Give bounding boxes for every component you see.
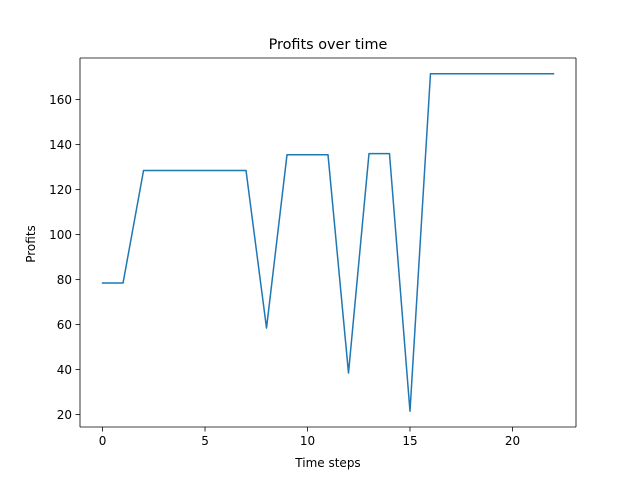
- plot-area: [101, 73, 555, 412]
- y-tick-label: 40: [57, 363, 72, 377]
- y-tick-label: 100: [49, 228, 72, 242]
- series-line-0: [101, 73, 555, 412]
- y-tick-label: 80: [57, 273, 72, 287]
- x-axis-label: Time steps: [294, 456, 360, 470]
- y-tick-label: 120: [49, 183, 72, 197]
- y-tick-label: 20: [57, 408, 72, 422]
- x-tick-label: 10: [300, 434, 315, 448]
- y-tick-label: 140: [49, 138, 72, 152]
- axes: 0 5 10 15 20 20 40 60 80 100 120 140 160: [49, 57, 577, 448]
- y-tick-label: 60: [57, 318, 72, 332]
- x-tick-label: 20: [505, 434, 520, 448]
- x-tick-label: 5: [201, 434, 209, 448]
- y-axis-label: Profits: [24, 225, 38, 263]
- x-tick-label: 15: [402, 434, 417, 448]
- x-tick-label: 0: [99, 434, 107, 448]
- chart-title: Profits over time: [269, 37, 388, 53]
- y-tick-label: 160: [49, 93, 72, 107]
